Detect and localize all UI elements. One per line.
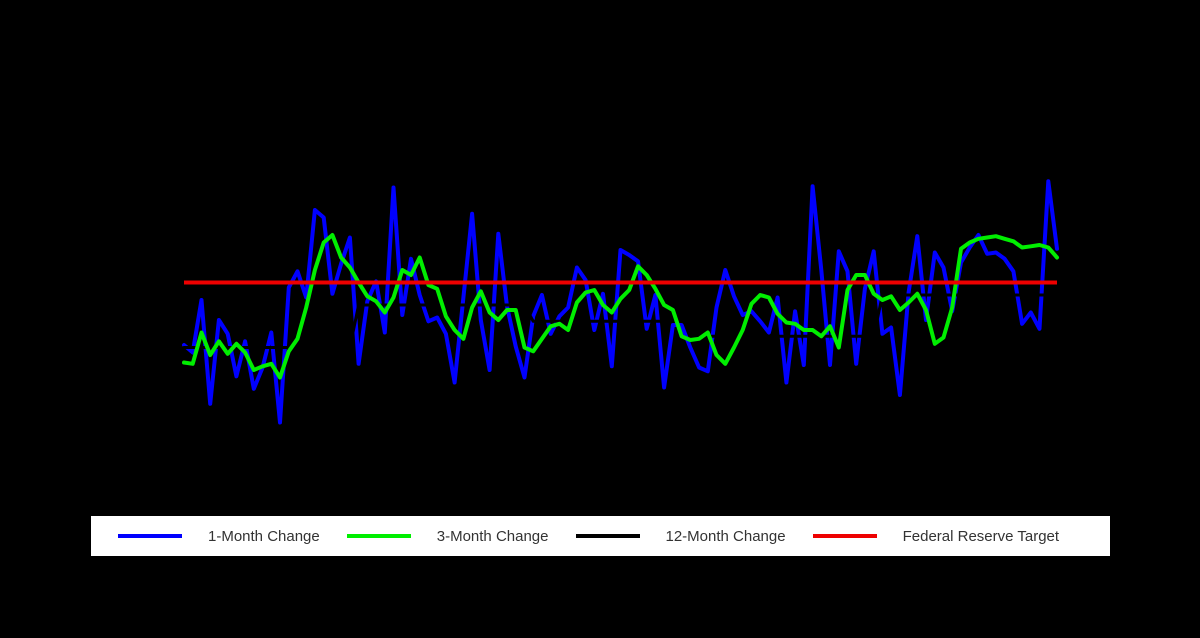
legend-label: Federal Reserve Target — [902, 527, 1060, 545]
series-line-12-month-change — [182, 293, 1059, 349]
legend-label: 3-Month Change — [436, 527, 549, 545]
series-line-1-month-change — [182, 179, 1059, 425]
legend-swatch-green — [346, 534, 411, 538]
series-line-3-month-change — [182, 233, 1059, 380]
legend-item-3-month: 3-Month Change — [346, 527, 549, 545]
legend-item-12-month: 12-Month Change — [575, 527, 786, 545]
legend-swatch-red — [812, 534, 877, 538]
chart-legend: 1-Month Change 3-Month Change 12-Month C… — [91, 516, 1110, 556]
legend-item-1-month: 1-Month Change — [118, 528, 320, 545]
legend-label: 12-Month Change — [665, 527, 786, 545]
legend-swatch-black — [575, 534, 640, 538]
legend-item-fed-target: Federal Reserve Target — [812, 527, 1060, 545]
legend-swatch-blue — [118, 534, 182, 538]
legend-label: 1-Month Change — [208, 527, 320, 545]
